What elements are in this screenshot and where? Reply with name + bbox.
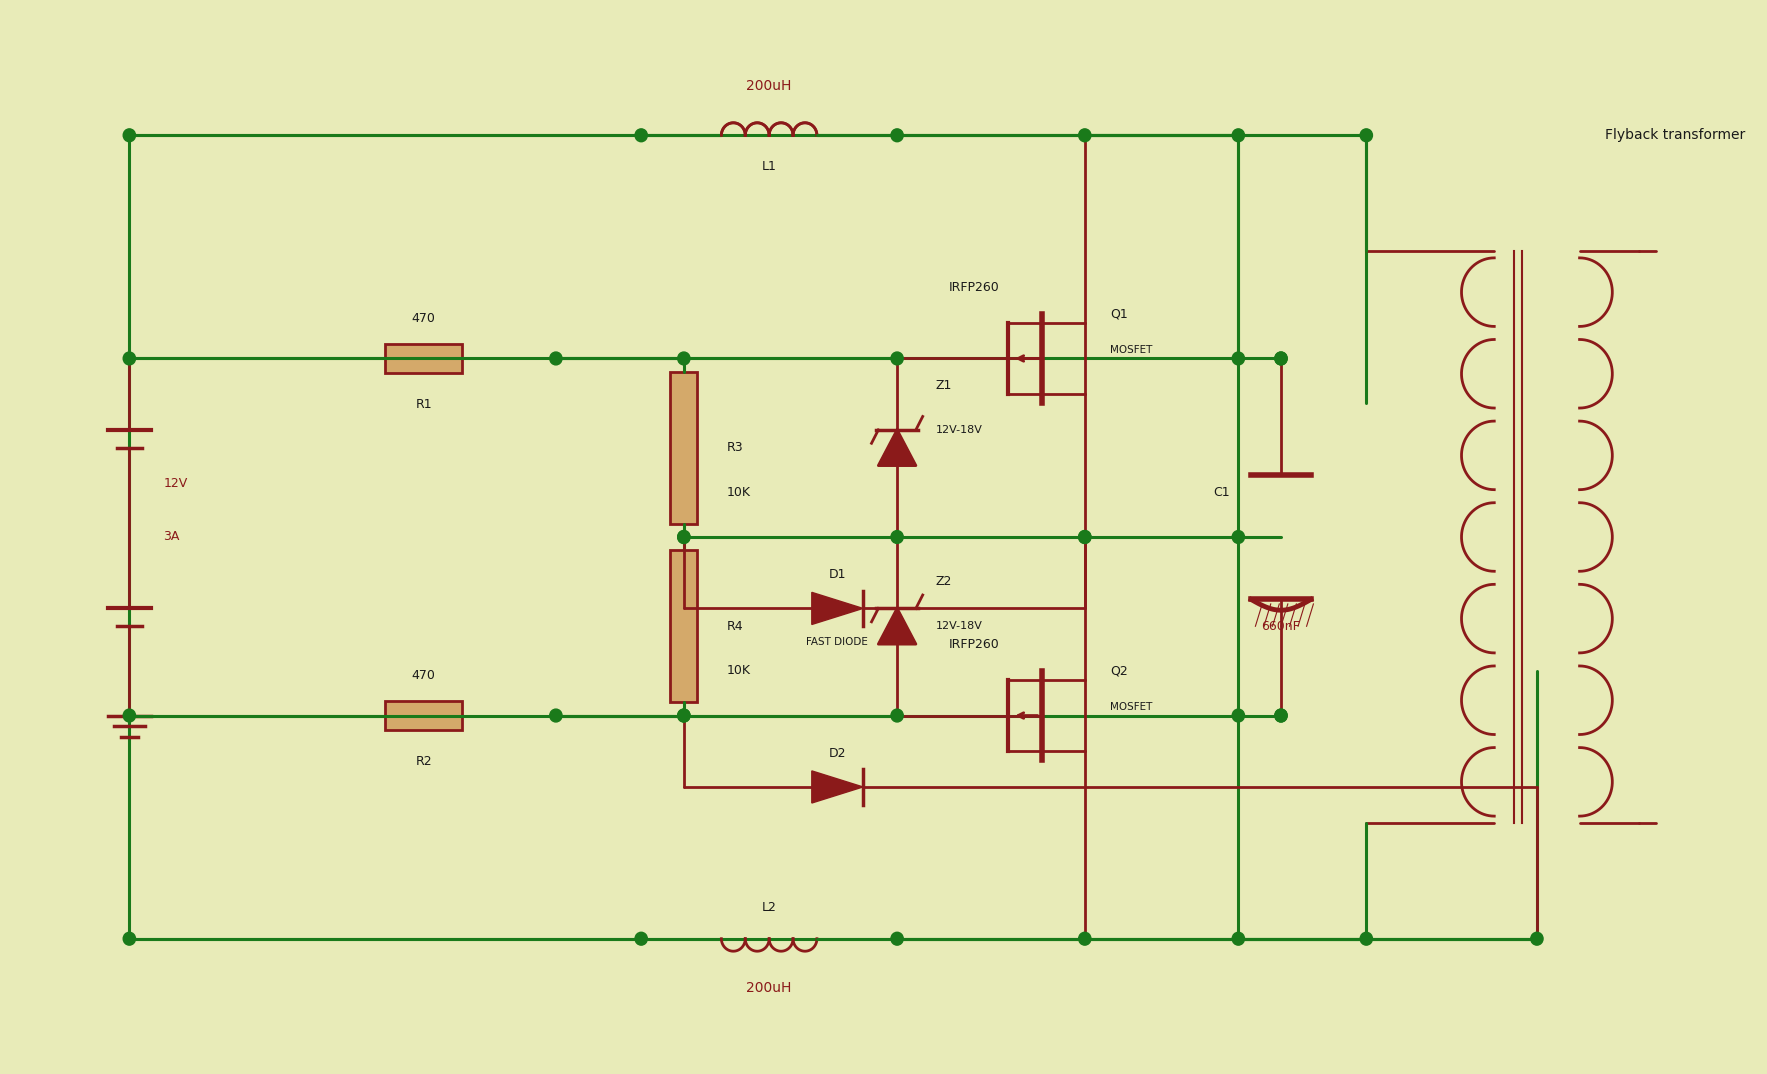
Circle shape — [891, 709, 903, 722]
Text: 10K: 10K — [726, 665, 751, 678]
Text: IRFP260: IRFP260 — [949, 638, 998, 651]
Text: IRFP260: IRFP260 — [949, 280, 998, 293]
FancyBboxPatch shape — [670, 372, 698, 524]
Circle shape — [891, 932, 903, 945]
Text: 200uH: 200uH — [746, 981, 792, 995]
Text: 200uH: 200uH — [746, 79, 792, 93]
Text: R4: R4 — [726, 620, 744, 633]
Circle shape — [1274, 352, 1286, 365]
Circle shape — [891, 531, 903, 543]
Circle shape — [124, 932, 136, 945]
Text: R3: R3 — [726, 441, 744, 454]
Circle shape — [891, 129, 903, 142]
Circle shape — [1232, 531, 1244, 543]
Circle shape — [1530, 932, 1543, 945]
Circle shape — [1078, 531, 1090, 543]
Text: 12V-18V: 12V-18V — [935, 621, 982, 632]
FancyBboxPatch shape — [385, 344, 461, 373]
Circle shape — [679, 709, 689, 722]
Circle shape — [634, 129, 647, 142]
Text: D2: D2 — [829, 746, 846, 759]
Circle shape — [550, 352, 562, 365]
Circle shape — [1078, 531, 1090, 543]
Text: L1: L1 — [762, 160, 776, 173]
Circle shape — [634, 932, 647, 945]
Polygon shape — [811, 593, 862, 624]
Text: R2: R2 — [415, 755, 431, 769]
Circle shape — [679, 531, 689, 543]
Circle shape — [679, 352, 689, 365]
Circle shape — [1274, 709, 1286, 722]
Text: R1: R1 — [415, 398, 431, 411]
Circle shape — [1078, 129, 1090, 142]
Text: Z1: Z1 — [935, 379, 952, 392]
Circle shape — [124, 352, 136, 365]
Text: MOSFET: MOSFET — [1110, 345, 1152, 354]
Text: Flyback transformer: Flyback transformer — [1604, 128, 1746, 142]
Text: MOSFET: MOSFET — [1110, 701, 1152, 712]
Circle shape — [550, 709, 562, 722]
FancyBboxPatch shape — [670, 550, 698, 702]
Polygon shape — [878, 430, 915, 466]
Circle shape — [1361, 932, 1373, 945]
Circle shape — [124, 129, 136, 142]
Text: D1: D1 — [829, 568, 846, 581]
Circle shape — [1232, 352, 1244, 365]
Circle shape — [1078, 932, 1090, 945]
Text: C1: C1 — [1214, 485, 1230, 498]
Text: Q1: Q1 — [1110, 307, 1127, 320]
Circle shape — [1232, 932, 1244, 945]
Circle shape — [679, 531, 689, 543]
Circle shape — [679, 709, 689, 722]
Text: 470: 470 — [412, 311, 436, 324]
Circle shape — [1232, 129, 1244, 142]
Text: 12V: 12V — [164, 477, 187, 490]
FancyBboxPatch shape — [385, 701, 461, 730]
Polygon shape — [878, 608, 915, 644]
Text: 660nF: 660nF — [1262, 620, 1301, 633]
Text: 3A: 3A — [164, 531, 180, 543]
Text: FAST DIODE: FAST DIODE — [806, 637, 868, 648]
Circle shape — [1232, 709, 1244, 722]
Circle shape — [124, 709, 136, 722]
Text: L2: L2 — [762, 901, 776, 914]
Circle shape — [1274, 709, 1286, 722]
Circle shape — [1361, 129, 1373, 142]
Text: Z2: Z2 — [935, 576, 952, 589]
Text: 10K: 10K — [726, 485, 751, 498]
Text: 12V-18V: 12V-18V — [935, 425, 982, 435]
Circle shape — [1274, 352, 1286, 365]
Text: 470: 470 — [412, 669, 436, 682]
Text: Q2: Q2 — [1110, 665, 1127, 678]
Circle shape — [891, 352, 903, 365]
Polygon shape — [811, 771, 862, 803]
